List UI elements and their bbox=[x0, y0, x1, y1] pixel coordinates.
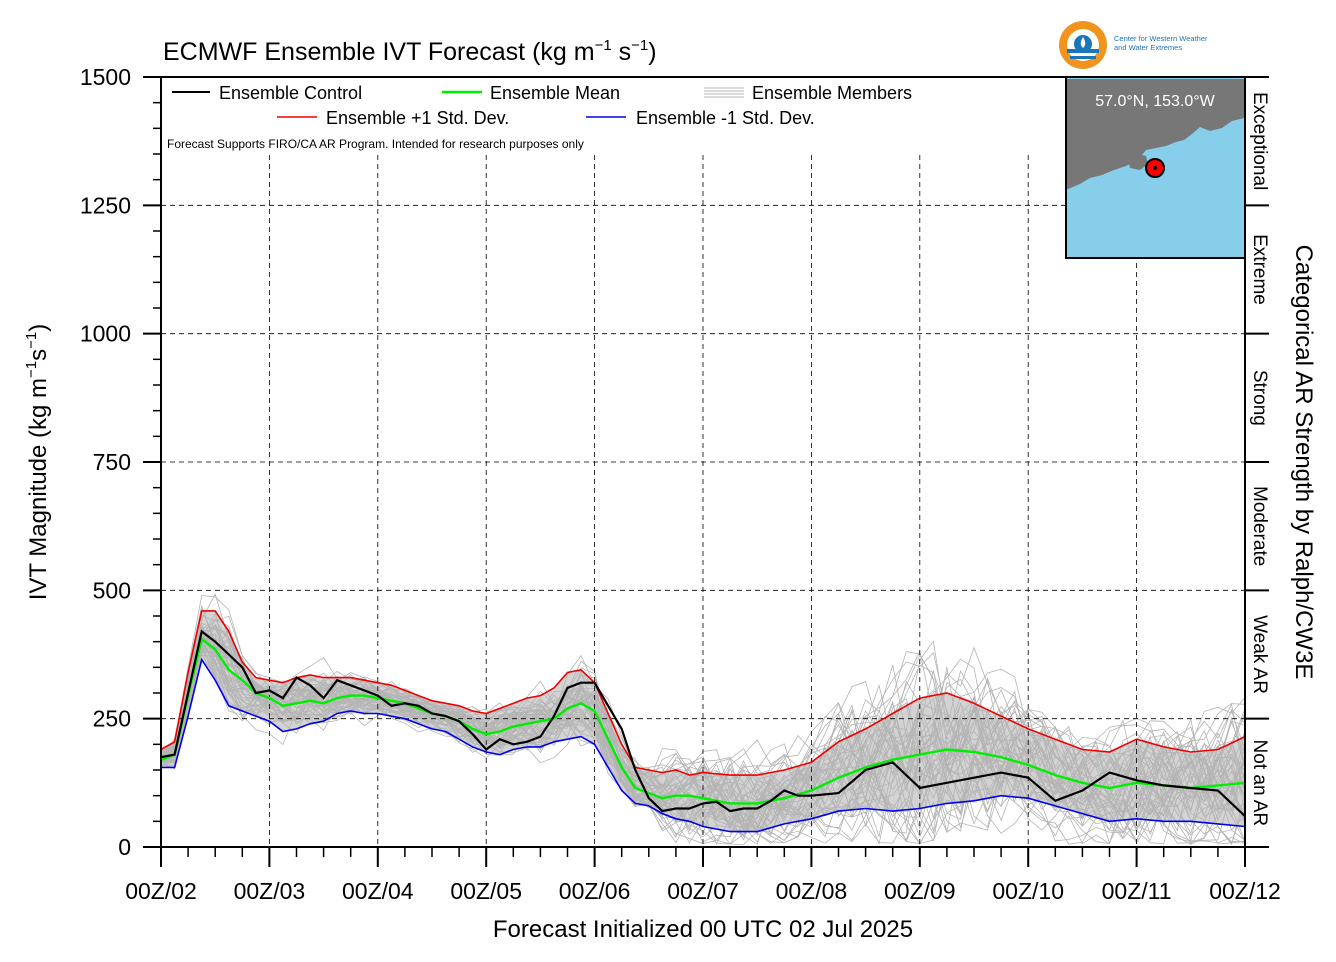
y-axis: 0 250 500 750 1000 1250 1500 bbox=[80, 64, 161, 860]
y-tick-label: 750 bbox=[93, 449, 131, 475]
ensemble-minus-sd-line bbox=[161, 657, 1246, 833]
logo-text-line2: and Water Extremes bbox=[1114, 43, 1182, 52]
x-tick-label: 00Z/08 bbox=[776, 878, 848, 904]
land-alaska bbox=[1067, 79, 1244, 189]
category-label: Moderate bbox=[1249, 486, 1270, 566]
legend-members-swatch bbox=[704, 87, 744, 98]
grid-lines bbox=[161, 155, 1245, 847]
y-tick-label: 1250 bbox=[80, 192, 131, 218]
research-note: Forecast Supports FIRO/CA AR Program. In… bbox=[167, 137, 584, 151]
legend-control-label: Ensemble Control bbox=[219, 83, 362, 103]
chart-title: ECMWF Ensemble IVT Forecast (kg m−1 s−1) bbox=[163, 37, 657, 66]
x-tick-label: 00Z/04 bbox=[342, 878, 414, 904]
y-tick-label: 0 bbox=[118, 834, 131, 860]
ensemble-mean-line bbox=[160, 637, 1246, 805]
x-axis: 00Z/02 00Z/03 00Z/04 00Z/05 00Z/06 00Z/07 00Z/… bbox=[125, 847, 1281, 904]
y-tick-label: 500 bbox=[93, 577, 131, 603]
y-tick-label: 1000 bbox=[80, 321, 131, 347]
x-tick-label: 00Z/05 bbox=[450, 878, 522, 904]
y-tick-label: 1500 bbox=[80, 64, 131, 90]
x-tick-label: 00Z/10 bbox=[992, 878, 1064, 904]
category-label: Not an AR bbox=[1249, 740, 1270, 827]
y-axis-title: IVT Magnitude (kg m−1s−1) bbox=[23, 324, 52, 601]
legend-minus-sd-label: Ensemble -1 Std. Dev. bbox=[636, 108, 815, 128]
ensemble-control-line bbox=[160, 629, 1246, 817]
x-tick-label: 00Z/02 bbox=[125, 878, 197, 904]
land-kodiak-island bbox=[1128, 154, 1148, 170]
x-tick-label: 00Z/12 bbox=[1209, 878, 1281, 904]
category-axis: Not an AR Weak AR Moderate Strong Extreme Exc… bbox=[1245, 76, 1270, 848]
location-label: 57.0°N, 153.0°W bbox=[1095, 93, 1215, 110]
x-tick-label: 00Z/09 bbox=[884, 878, 956, 904]
x-tick-label: 00Z/03 bbox=[234, 878, 306, 904]
x-axis-title: Forecast Initialized 00 UTC 02 Jul 2025 bbox=[493, 916, 913, 943]
x-tick-label: 00Z/06 bbox=[559, 878, 631, 904]
cw3e-logo: Center for Western Weather and Water Ext… bbox=[1059, 21, 1208, 69]
logo-text-line1: Center for Western Weather bbox=[1114, 34, 1208, 43]
legend: Ensemble Control Ensemble Mean Ensemble … bbox=[167, 83, 912, 151]
category-label: Extreme bbox=[1249, 234, 1270, 305]
x-tick-label: 00Z/11 bbox=[1102, 878, 1172, 904]
x-tick-label: 00Z/07 bbox=[667, 878, 739, 904]
y-tick-label: 250 bbox=[93, 706, 131, 732]
legend-plus-sd-label: Ensemble +1 Std. Dev. bbox=[326, 108, 509, 128]
legend-mean-label: Ensemble Mean bbox=[490, 83, 620, 103]
location-map-inset: 57.0°N, 153.0°W bbox=[1065, 76, 1246, 259]
category-label: Weak AR bbox=[1249, 615, 1270, 694]
category-label: Strong bbox=[1249, 370, 1270, 426]
legend-members-label: Ensemble Members bbox=[752, 83, 912, 103]
category-label: Exceptional bbox=[1249, 92, 1270, 190]
right-axis-title: Categorical AR Strength by Ralph/CW3E bbox=[1290, 245, 1317, 680]
